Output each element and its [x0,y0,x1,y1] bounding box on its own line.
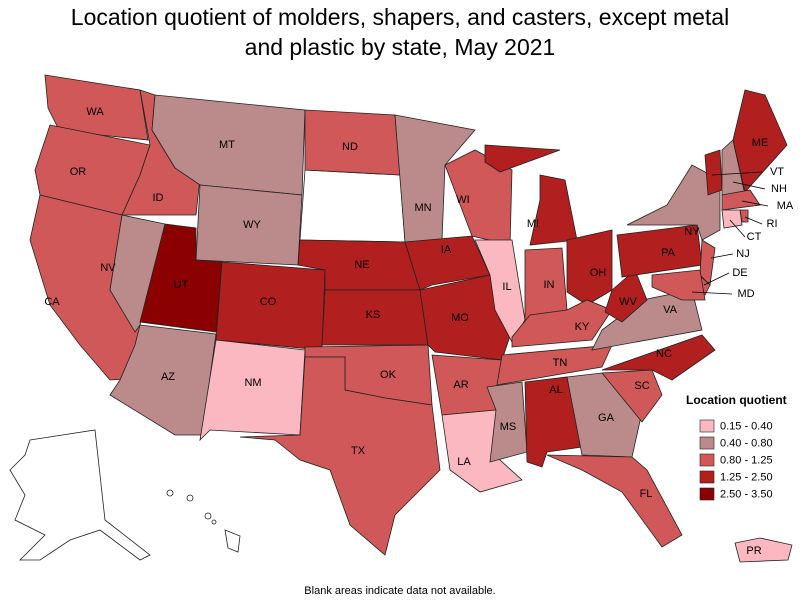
state-shape [486,381,528,463]
state-label: IL [502,281,511,293]
state-label: TX [351,445,366,457]
map-title: Location quotient of molders, shapers, a… [70,4,730,60]
state-label: MN [414,202,431,214]
state-label: PR [746,545,761,557]
state-label: LA [457,456,471,468]
state-shape [109,214,166,333]
state-label: MS [500,421,517,433]
state-shape [626,164,721,241]
state-shape [651,269,706,301]
state-label: SC [634,380,649,392]
state-label: CT [747,231,762,243]
state-shape [721,189,761,211]
state-label: TN [553,357,568,369]
state-shape [601,334,716,381]
callout-lines [691,171,769,295]
state-label: VA [663,304,678,316]
state-label: MO [451,312,469,324]
state-shape [496,344,613,386]
state-label: FL [640,488,653,500]
state-label: KS [366,309,381,321]
state-label: VT [770,166,784,178]
state-shape [109,324,217,436]
state-shape [601,369,663,423]
state-label: UT [174,279,189,291]
state-label: AL [549,384,562,396]
state-label: ND [342,141,358,153]
state-shape [721,209,743,229]
footnote: Blank areas indicate data not available. [304,585,495,597]
state-label: NJ [736,248,749,260]
state-label: NY [684,226,700,238]
state-label: ME [752,137,769,149]
legend-swatch [699,487,715,501]
legend-label: 2.50 - 3.50 [720,488,773,500]
state-label: MT [219,139,235,151]
state-label: KY [575,321,590,333]
state-label: MD [737,288,754,300]
hawaii [166,489,241,553]
legend-swatch [699,419,715,433]
state-label: NH [771,183,787,195]
state-shape [704,149,723,196]
state-label: OH [590,267,607,279]
state-label: NM [244,377,261,389]
state-label: AZ [161,371,175,383]
state-shape-blank [9,429,151,561]
state-label: MA [777,200,794,212]
state-shape [484,144,578,246]
state-label: MI [527,218,539,230]
state-label: AR [453,379,468,391]
state-label: CO [260,296,277,308]
state-label: IA [441,244,452,256]
state-shape [734,537,793,563]
legend-label: 1.25 - 2.50 [720,471,773,483]
state-label: CA [44,296,60,308]
legend-swatch [699,470,715,484]
legend-swatch [699,453,715,467]
state-shape [199,339,306,442]
legend-label: 0.40 - 0.80 [720,437,773,449]
state-label: WY [243,219,261,231]
state-label: RI [767,218,778,230]
state-label: NV [100,262,116,274]
state-label: PA [661,247,676,259]
state-shape [444,149,513,246]
state-label: IN [544,279,555,291]
state-shape [566,229,613,306]
state-shape [732,89,788,193]
state-shape [239,356,441,556]
state-shape [546,454,683,548]
state-label: OK [380,369,397,381]
legend-swatch [699,436,715,450]
state-shape [404,235,491,291]
state-label: NC [656,348,672,360]
state-label: ID [153,192,164,204]
state-label: OR [70,166,87,178]
state-label: WV [619,296,637,308]
state-label: WA [86,106,104,118]
legend-label: 0.80 - 1.25 [720,454,773,466]
state-shape [511,299,613,348]
legend-title: Location quotient [686,393,787,407]
state-label: DE [732,267,747,279]
state-shape-blank [299,169,406,243]
state-label: GA [598,412,615,424]
state-label: NE [354,259,369,271]
state-label: WI [456,194,469,206]
legend-label: 0.15 - 0.40 [720,420,773,432]
state-shape [394,114,476,243]
